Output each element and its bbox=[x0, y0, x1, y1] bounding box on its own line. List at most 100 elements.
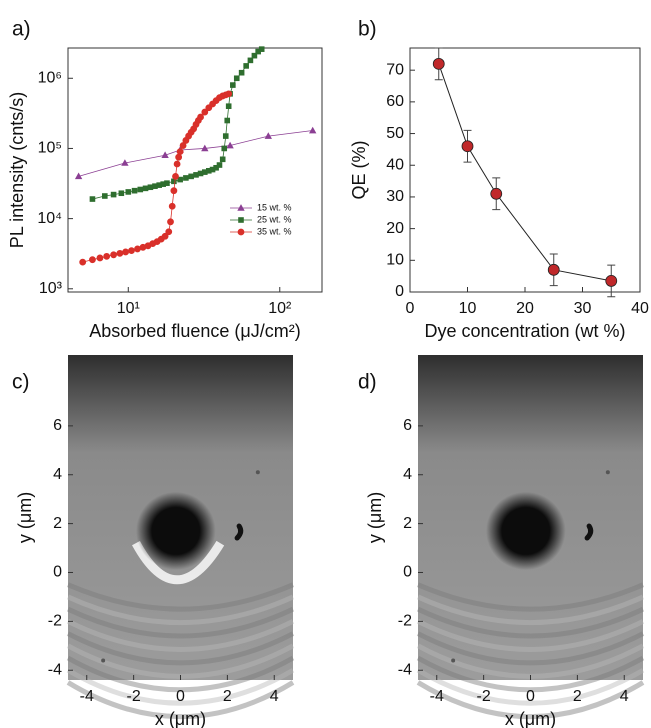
marker bbox=[188, 173, 194, 180]
x-tick-label: 4 bbox=[620, 688, 629, 705]
x-tick-label: 0 bbox=[526, 688, 535, 705]
marker bbox=[89, 196, 96, 202]
x-axis-label: x (μm) bbox=[155, 709, 206, 728]
panel-label: b) bbox=[358, 18, 377, 41]
y-tick-label: 10⁶ bbox=[38, 69, 62, 86]
marker bbox=[238, 217, 244, 223]
panel-label: c) bbox=[12, 371, 30, 394]
x-tick-label: 4 bbox=[270, 688, 279, 705]
marker bbox=[122, 248, 129, 256]
marker bbox=[230, 82, 236, 88]
fringe bbox=[416, 594, 645, 626]
y-tick-label: -2 bbox=[398, 613, 412, 630]
x-tick-label: 2 bbox=[573, 688, 582, 705]
y-tick-label: 6 bbox=[53, 417, 62, 434]
y-tick-label: 40 bbox=[386, 156, 404, 173]
y-tick-label: 6 bbox=[403, 417, 412, 434]
marker bbox=[177, 176, 183, 183]
marker bbox=[142, 185, 149, 192]
legend-label: 15 wt. % bbox=[257, 202, 292, 212]
marker bbox=[102, 193, 108, 199]
micrograph bbox=[416, 355, 645, 720]
marker bbox=[432, 57, 445, 70]
fringe bbox=[66, 619, 295, 652]
x-tick-label: -4 bbox=[80, 688, 94, 705]
y-tick-label: 10⁴ bbox=[37, 210, 62, 227]
x-tick-label: -4 bbox=[430, 688, 444, 705]
legend-label: 35 wt. % bbox=[257, 226, 292, 236]
marker bbox=[103, 252, 111, 260]
fringe bbox=[66, 606, 295, 639]
fringe bbox=[416, 631, 645, 666]
marker bbox=[179, 142, 187, 149]
marker bbox=[137, 186, 144, 193]
marker bbox=[222, 133, 229, 139]
marker bbox=[175, 153, 183, 161]
marker bbox=[173, 160, 181, 168]
y-tick-label: 2 bbox=[403, 515, 412, 532]
x-tick-label: -2 bbox=[127, 688, 141, 705]
fringe bbox=[416, 680, 645, 720]
y-axis-label: y (μm) bbox=[15, 492, 35, 543]
y-axis-label: y (μm) bbox=[365, 492, 385, 543]
marker bbox=[605, 275, 618, 287]
marker bbox=[309, 126, 317, 134]
x-tick-label: 0 bbox=[176, 688, 185, 705]
marker bbox=[219, 156, 226, 163]
speck bbox=[101, 658, 106, 663]
marker bbox=[201, 144, 209, 152]
plot-frame bbox=[409, 47, 641, 293]
marker bbox=[170, 187, 178, 195]
y-tick-label: 10 bbox=[386, 252, 404, 269]
marker bbox=[225, 90, 233, 98]
marker bbox=[183, 175, 189, 181]
bright-ring bbox=[132, 540, 225, 585]
marker bbox=[172, 172, 179, 180]
marker bbox=[134, 245, 141, 253]
marker bbox=[161, 151, 169, 159]
fringe bbox=[416, 655, 645, 693]
fringe bbox=[67, 582, 294, 612]
speck bbox=[605, 470, 610, 475]
marker bbox=[128, 247, 135, 255]
marker bbox=[89, 256, 96, 264]
marker bbox=[238, 69, 245, 76]
marker bbox=[96, 254, 104, 262]
marker bbox=[176, 148, 184, 156]
particle bbox=[584, 523, 594, 541]
dark-blob bbox=[135, 491, 216, 571]
y-tick-label: -4 bbox=[48, 661, 62, 678]
fringe bbox=[66, 631, 295, 666]
y-tick-label: 60 bbox=[386, 93, 404, 110]
x-axis-label: Absorbed fluence (μJ/cm²) bbox=[89, 321, 300, 341]
series-line bbox=[82, 93, 229, 263]
marker bbox=[216, 162, 223, 168]
y-tick-label: 0 bbox=[53, 564, 62, 581]
marker bbox=[167, 218, 174, 226]
y-tick-label: 10³ bbox=[39, 280, 63, 297]
marker bbox=[197, 113, 204, 121]
fringe bbox=[66, 668, 295, 706]
marker bbox=[221, 145, 228, 152]
particle bbox=[234, 523, 244, 541]
marker bbox=[547, 263, 560, 276]
marker bbox=[237, 204, 245, 211]
marker bbox=[226, 141, 234, 149]
marker bbox=[224, 117, 231, 124]
legend-label: 25 wt. % bbox=[257, 214, 292, 224]
marker bbox=[110, 251, 118, 259]
marker bbox=[116, 249, 124, 257]
y-tick-label: -4 bbox=[398, 661, 412, 678]
micrograph bbox=[66, 355, 295, 720]
x-tick-label: 10 bbox=[459, 300, 477, 317]
marker bbox=[165, 228, 173, 236]
marker bbox=[121, 159, 129, 166]
y-tick-label: -2 bbox=[48, 613, 62, 630]
x-tick-label: 40 bbox=[631, 300, 649, 317]
marker bbox=[110, 191, 117, 198]
y-tick-label: 0 bbox=[395, 283, 404, 300]
y-tick-label: 10⁵ bbox=[38, 140, 62, 157]
marker bbox=[74, 172, 83, 180]
marker bbox=[125, 189, 132, 195]
